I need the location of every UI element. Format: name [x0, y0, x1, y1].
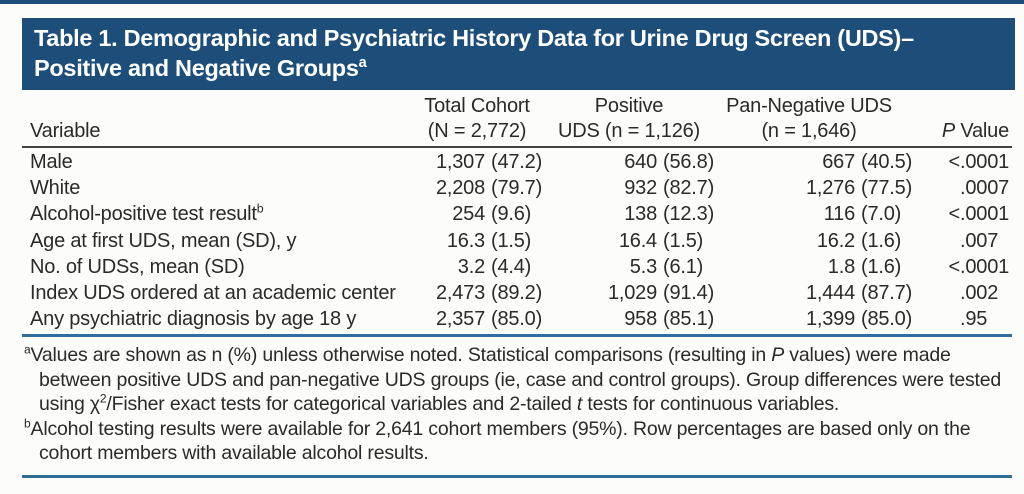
cell-p-value: .95	[960, 308, 988, 331]
footnote-b: bAlcohol testing results were available …	[24, 416, 971, 465]
cell-positive: 138 (12.3)	[624, 203, 715, 226]
cell-variable: Any psychiatric diagnosis by age 18 y	[30, 308, 357, 331]
column-header-variable-label: Variable	[30, 120, 101, 142]
bottom-rule	[22, 474, 1012, 478]
cell-positive: 16.4 (1.5)	[618, 229, 704, 252]
body-bottom-rule	[22, 334, 1012, 338]
cell-total: 3.2 (4.4)	[457, 255, 532, 278]
cell-p-value: <.0001	[948, 151, 1010, 173]
cell-p-value: .007	[960, 229, 999, 252]
cell-pan-negative: 116 (7.0)	[823, 203, 902, 226]
cell-pan-negative: 1,399 (85.0)	[805, 308, 913, 331]
column-header-row: Variable Total Cohort (N = 2,772) Positi…	[22, 94, 1012, 144]
table-title: Table 1. Demographic and Psychiatric His…	[34, 25, 914, 81]
footnotes: aValues are shown as n (%) unless otherw…	[22, 337, 1012, 470]
cell-total: 254 (9.6)	[452, 203, 532, 226]
footnote-a: aValues are shown as n (%) unless otherw…	[24, 342, 1002, 416]
cell-positive: 1,029 (91.4)	[607, 282, 715, 305]
cell-positive: 640 (56.8)	[624, 151, 715, 173]
table-title-band: Table 1. Demographic and Psychiatric His…	[22, 18, 1015, 90]
cell-positive: 5.3 (6.1)	[629, 255, 704, 278]
table-body: Male 1,307 (47.2) 640 (56.8) 667 (40.5) <.0001 W…	[22, 148, 1012, 334]
cell-variable: No. of UDSs, mean (SD)	[30, 255, 245, 278]
column-header-pan-negative-uds: Pan-Negative UDS (n = 1,646)	[726, 95, 892, 142]
top-border-rule	[0, 0, 1024, 4]
footnote-marker: b	[24, 416, 31, 431]
footnote-marker: a	[24, 342, 31, 357]
table-row: Index UDS ordered at an academic center 2…	[22, 280, 1012, 306]
cell-total: 2,357 (85.0)	[435, 308, 543, 331]
cell-pan-negative: 1,276 (77.5)	[805, 177, 913, 200]
cell-pan-negative: 667 (40.5)	[822, 151, 913, 173]
table-row: Male 1,307 (47.2) 640 (56.8) 667 (40.5) <.0001	[22, 149, 1012, 175]
column-header-p-value: P Value	[941, 120, 1009, 142]
table-content: Variable Total Cohort (N = 2,772) Positi…	[22, 94, 1012, 478]
cell-p-value: .002	[960, 282, 999, 305]
cell-positive: 932 (82.7)	[624, 177, 715, 200]
cell-positive: 958 (85.1)	[624, 308, 715, 331]
cell-p-value: <.0001	[948, 203, 1010, 226]
cell-total: 16.3 (1.5)	[446, 229, 532, 252]
table-row: No. of UDSs, mean (SD) 3.2 (4.4) 5.3 (6.1) 1.…	[22, 254, 1012, 280]
cell-variable: Age at first UDS, mean (SD), y	[30, 229, 297, 252]
cell-pan-negative: 16.2 (1.6)	[816, 229, 902, 252]
cell-total: 2,473 (89.2)	[435, 282, 543, 305]
table-row: Any psychiatric diagnosis by age 18 y 2,3…	[22, 306, 1012, 332]
header-rule	[22, 146, 1012, 148]
cell-p-value: <.0001	[948, 255, 1010, 278]
column-header-total-cohort: Total Cohort (N = 2,772)	[424, 95, 530, 142]
column-header-positive-uds: Positive UDS (n = 1,126)	[557, 95, 701, 142]
column-header-variable: Variable	[22, 119, 405, 144]
cell-total: 2,208 (79.7)	[435, 177, 543, 200]
cell-variable: Alcohol-positive test resultb	[30, 201, 264, 226]
cell-total: 1,307 (47.2)	[435, 151, 543, 173]
cell-variable: Index UDS ordered at an academic center	[30, 282, 396, 305]
table-row: Age at first UDS, mean (SD), y 16.3 (1.5) 1…	[22, 228, 1012, 254]
cell-pan-negative: 1.8 (1.6)	[827, 255, 902, 278]
table-row: White 2,208 (79.7) 932 (82.7) 1,276 (77.5) .000…	[22, 175, 1012, 201]
cell-p-value: .0007	[960, 177, 1010, 200]
cell-pan-negative: 1,444 (87.7)	[805, 282, 913, 305]
table-row: Alcohol-positive test resultb 254 (9.6) 138…	[22, 201, 1012, 227]
cell-variable: White	[30, 177, 81, 200]
cell-variable: Male	[30, 151, 73, 173]
